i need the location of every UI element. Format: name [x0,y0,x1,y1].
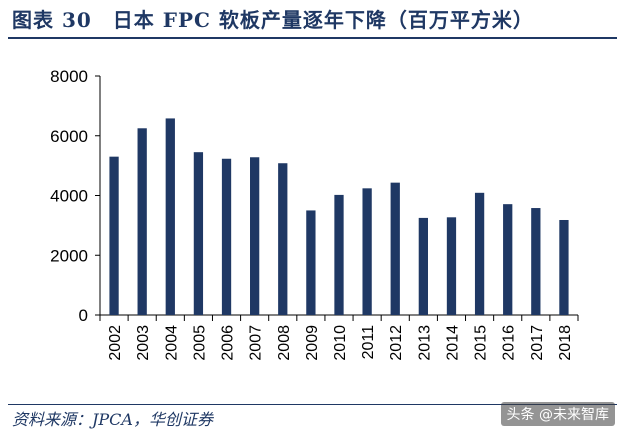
x-tick-label: 2013 [416,325,433,361]
bar [446,217,457,315]
bar [109,156,119,315]
y-tick-label: 0 [79,306,88,325]
y-tick-label: 2000 [50,246,88,265]
y-tick-label: 8000 [50,67,88,86]
bar [362,188,372,315]
x-tick-label: 2008 [276,325,293,361]
x-tick-label: 2012 [388,325,405,361]
chart-area: 0 2000 4000 6000 8000 2002 2003 2004 2005 2006 200… [8,44,617,402]
bar [474,192,485,315]
source-note: 资料来源：JPCA，华创证券 [12,410,213,429]
title-divider [8,37,617,39]
bar [531,208,541,315]
bar [418,217,428,315]
bar [221,158,232,315]
x-tick-label: 2006 [220,325,237,361]
x-tick-label: 2010 [332,325,349,361]
x-tick-label: 2011 [360,325,377,360]
x-tick-label: 2017 [529,325,546,361]
x-tick-label: 2016 [501,325,518,361]
x-tick-label: 2004 [163,325,180,361]
bar [278,163,288,315]
bar [165,118,175,315]
bar [193,152,204,315]
x-tick-label: 2002 [107,325,124,361]
x-tick-label: 2014 [444,325,461,361]
bar [334,194,344,315]
chart-title: 图表 30 日本 FPC 软板产量逐年下降（百万平方米） [12,8,534,32]
footer-divider [8,404,617,405]
bar [503,204,513,315]
watermark: 头条 @未来智库 [500,402,615,426]
title-bar: 图表 30 日本 FPC 软板产量逐年下降（百万平方米） [0,0,625,39]
bar [559,219,569,315]
x-tick-label: 2009 [304,325,321,361]
bar [137,128,147,315]
bar [250,157,260,315]
bar [306,210,316,315]
x-tick-label: 2015 [473,325,490,361]
x-tick-label: 2003 [135,325,152,361]
bar-chart: 0 2000 4000 6000 8000 2002 2003 2004 2005 2006 200… [50,67,579,361]
y-tick-label: 6000 [50,127,88,146]
x-tick-label: 2007 [248,325,265,361]
bar [390,182,400,315]
x-tick-label: 2005 [191,325,208,361]
x-tick-label: 2018 [557,325,574,361]
y-tick-label: 4000 [50,187,88,206]
